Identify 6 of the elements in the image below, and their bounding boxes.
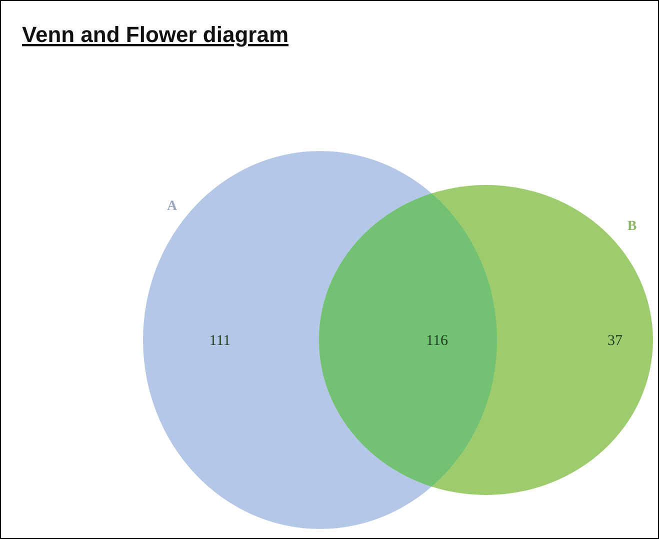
data-label: 111: [209, 333, 231, 349]
data-label: 116: [426, 333, 448, 349]
data-label: 37: [608, 333, 623, 349]
text: B: [627, 219, 637, 234]
text: A: [166, 199, 178, 214]
text: Venn and Flower diagram: [22, 22, 289, 47]
